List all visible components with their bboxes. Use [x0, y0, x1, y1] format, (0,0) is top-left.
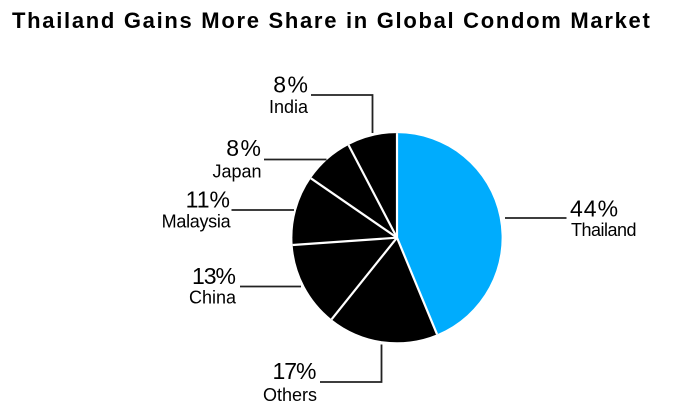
- svg-text:Others: Others: [263, 385, 317, 405]
- svg-text:Thailand: Thailand: [571, 220, 636, 240]
- svg-text:India: India: [269, 97, 309, 117]
- svg-text:Japan: Japan: [212, 162, 261, 182]
- svg-text:44%: 44%: [570, 196, 619, 222]
- svg-text:11%: 11%: [186, 186, 230, 212]
- svg-text:13%: 13%: [192, 263, 236, 289]
- svg-text:China: China: [189, 287, 237, 307]
- svg-text:Thailand Gains More Share in G: Thailand Gains More Share in Global Cond…: [12, 8, 652, 33]
- svg-text:Malaysia: Malaysia: [162, 212, 232, 232]
- svg-text:8%: 8%: [273, 72, 309, 98]
- svg-text:17%: 17%: [272, 358, 316, 384]
- svg-text:8%: 8%: [226, 135, 262, 161]
